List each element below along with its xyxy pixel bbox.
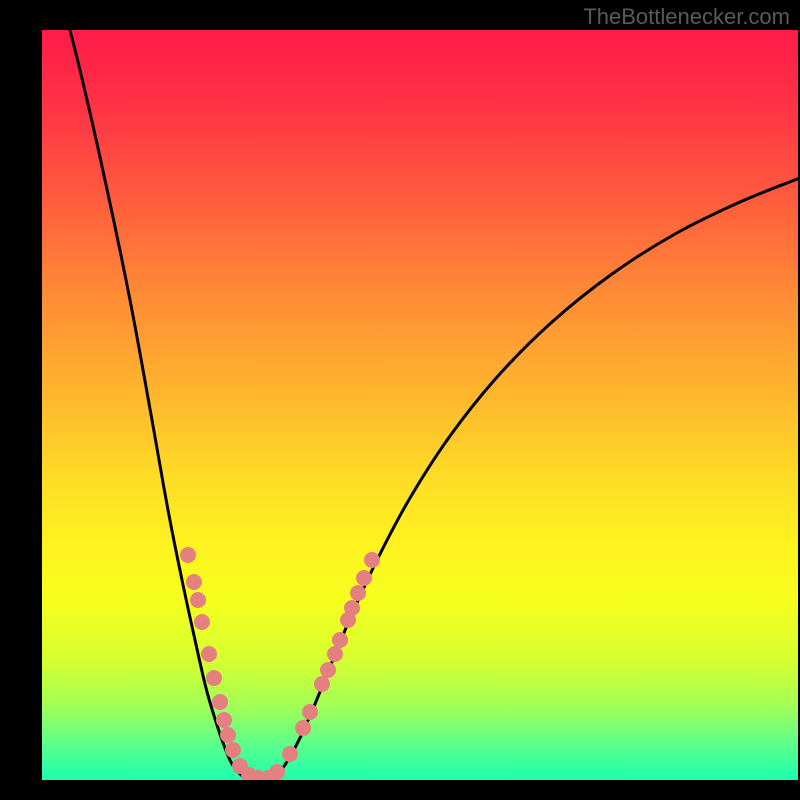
chart-plot-area [42, 30, 798, 780]
marker-dot [302, 704, 318, 720]
watermark-text: TheBottlenecker.com [583, 4, 790, 30]
chart-curves-layer [42, 30, 798, 780]
marker-dots [180, 547, 380, 780]
marker-dot [320, 662, 336, 678]
marker-dot [186, 574, 202, 590]
marker-dot [194, 614, 210, 630]
left-curve [62, 30, 248, 780]
marker-dot [327, 646, 343, 662]
marker-dot [190, 592, 206, 608]
marker-dot [216, 712, 232, 728]
marker-dot [295, 720, 311, 736]
marker-dot [282, 746, 298, 762]
marker-dot [332, 632, 348, 648]
marker-dot [314, 676, 330, 692]
marker-dot [225, 742, 241, 758]
marker-dot [269, 764, 285, 780]
marker-dot [201, 646, 217, 662]
marker-dot [356, 570, 372, 586]
marker-dot [180, 547, 196, 563]
marker-dot [220, 727, 236, 743]
marker-dot [206, 670, 222, 686]
marker-dot [212, 694, 228, 710]
marker-dot [364, 552, 380, 568]
marker-dot [350, 585, 366, 601]
right-curve [270, 178, 798, 780]
marker-dot [344, 600, 360, 616]
